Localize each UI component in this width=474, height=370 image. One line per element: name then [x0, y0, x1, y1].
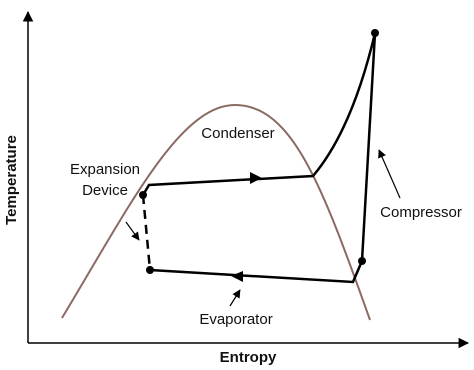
evaporator-label: Evaporator — [199, 311, 272, 328]
expansion-label: Device — [82, 182, 128, 199]
state-point — [139, 191, 147, 199]
condenser-label: Condenser — [201, 125, 274, 142]
callout-arrow — [378, 149, 401, 199]
x-axis-label: Entropy — [220, 349, 277, 366]
cycle-path — [141, 32, 377, 284]
callout-arrow — [125, 221, 140, 241]
saturation-dome — [61, 103, 371, 321]
expansion-line — [141, 194, 152, 271]
flow-arrow — [231, 271, 243, 282]
state-point — [146, 266, 154, 274]
flow-arrow — [250, 172, 262, 184]
y-axis-label: Temperature — [3, 135, 20, 225]
state-point — [358, 257, 366, 265]
state-point — [371, 29, 379, 37]
callout-arrow — [229, 289, 241, 307]
expansion-label: Expansion — [70, 161, 140, 178]
compressor-label: Compressor — [380, 204, 462, 221]
